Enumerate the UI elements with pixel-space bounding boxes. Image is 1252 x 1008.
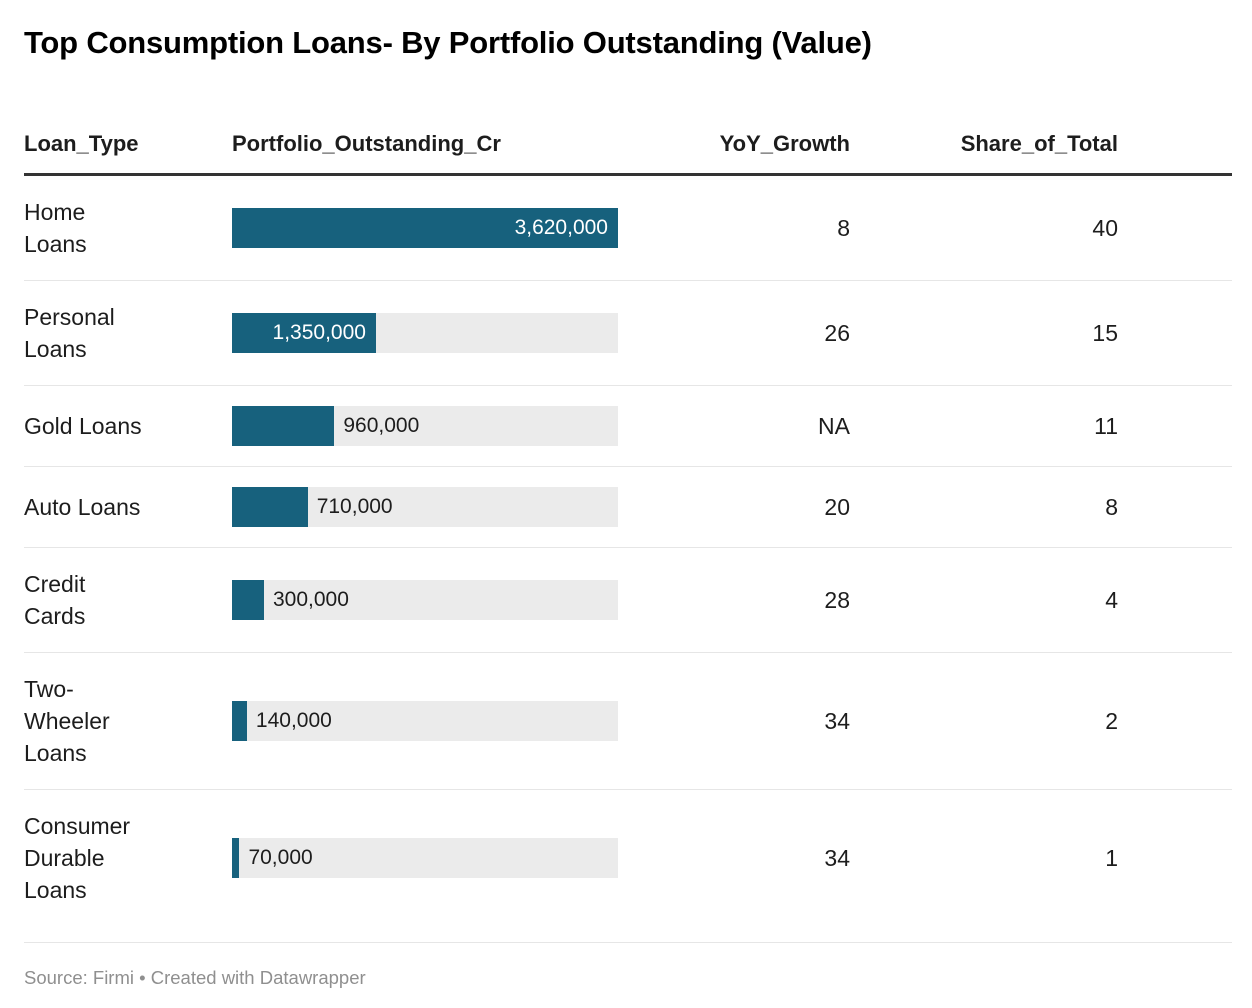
table-row: Gold Loans 960,000 NA 11 <box>24 385 1232 466</box>
table-row: Credit Cards 300,000 28 4 <box>24 547 1232 652</box>
share-of-total-value: 4 <box>1105 587 1118 614</box>
yoy-growth-value: 8 <box>837 215 850 242</box>
loan-type-label: Two- Wheeler Loans <box>24 676 110 767</box>
share-of-total-value: 11 <box>1094 413 1118 440</box>
loan-type-label: Credit Cards <box>24 571 86 630</box>
table-row: Home Loans 3,620,000 8 40 <box>24 176 1232 280</box>
bar-value-label: 3,620,000 <box>514 216 608 240</box>
share-of-total-value: 40 <box>1092 215 1118 242</box>
loan-type-label: Gold Loans <box>24 413 142 440</box>
chart-title: Top Consumption Loans- By Portfolio Outs… <box>24 25 872 60</box>
yoy-growth-value: 28 <box>824 587 850 614</box>
share-of-total-value: 2 <box>1105 708 1118 735</box>
bar-track: 70,000 <box>232 838 618 879</box>
bar-fill <box>232 701 247 742</box>
loans-table: Loan_Type Portfolio_Outstanding_Cr YoY_G… <box>24 129 1232 944</box>
table-row: Consumer Durable Loans 70,000 34 1 <box>24 789 1232 926</box>
bar-track: 300,000 <box>232 580 618 621</box>
bar-value-label: 710,000 <box>316 495 393 519</box>
yoy-growth-value: 34 <box>824 708 850 735</box>
bar-value-label: 140,000 <box>255 709 332 733</box>
column-header-loan-type: Loan_Type <box>24 131 139 157</box>
loan-type-label: Personal Loans <box>24 304 115 363</box>
bar-fill <box>232 487 308 528</box>
bar-track: 140,000 <box>232 701 618 742</box>
yoy-growth-value: NA <box>818 413 850 440</box>
table-row: Two- Wheeler Loans 140,000 34 2 <box>24 652 1232 789</box>
share-of-total-value: 8 <box>1105 494 1118 521</box>
yoy-growth-value: 26 <box>824 320 850 347</box>
loan-type-label: Auto Loans <box>24 494 141 521</box>
column-header-share-of-total: Share_of_Total <box>960 131 1118 157</box>
bar-value-label: 1,350,000 <box>272 321 366 345</box>
bar-fill <box>232 313 376 354</box>
bar-value-label: 300,000 <box>272 588 349 612</box>
yoy-growth-value: 20 <box>824 494 850 521</box>
bar-track: 3,620,000 <box>232 208 618 249</box>
bar-fill <box>232 580 264 621</box>
bar-value-label: 960,000 <box>343 414 420 438</box>
bar-value-label: 70,000 <box>248 846 313 870</box>
bar-fill <box>232 208 618 249</box>
column-header-yoy-growth: YoY_Growth <box>719 131 850 157</box>
table-header-row: Loan_Type Portfolio_Outstanding_Cr YoY_G… <box>24 129 1232 177</box>
share-of-total-value: 1 <box>1105 845 1118 872</box>
table-row: Auto Loans 710,000 20 8 <box>24 466 1232 547</box>
bar-fill <box>232 406 335 447</box>
column-header-portfolio-outstanding: Portfolio_Outstanding_Cr <box>232 131 501 157</box>
bar-fill <box>232 838 240 879</box>
table-body: Home Loans 3,620,000 8 40 Personal Loans… <box>24 176 1232 944</box>
share-of-total-value: 15 <box>1092 320 1118 347</box>
bar-track: 1,350,000 <box>232 313 618 354</box>
table-row: Personal Loans 1,350,000 26 15 <box>24 280 1232 385</box>
yoy-growth-value: 34 <box>824 845 850 872</box>
loan-type-label: Consumer Durable Loans <box>24 813 131 904</box>
loan-type-label: Home Loans <box>24 199 87 258</box>
source-footer: Source: Firmi • Created with Datawrapper <box>24 967 366 989</box>
bar-track: 960,000 <box>232 406 618 447</box>
bar-track: 710,000 <box>232 487 618 528</box>
